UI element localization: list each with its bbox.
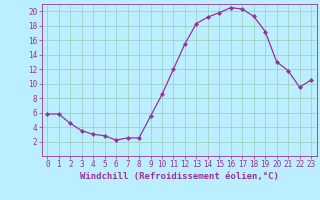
X-axis label: Windchill (Refroidissement éolien,°C): Windchill (Refroidissement éolien,°C) [80, 172, 279, 181]
